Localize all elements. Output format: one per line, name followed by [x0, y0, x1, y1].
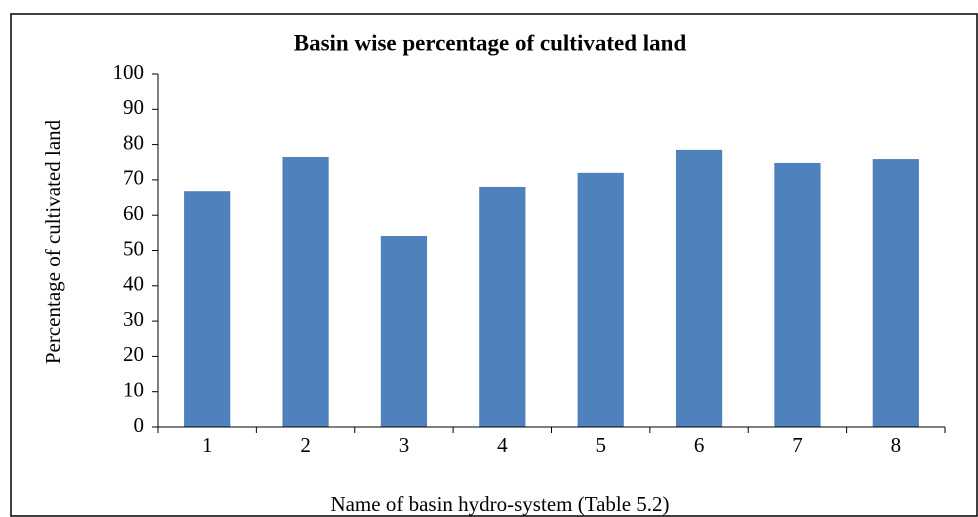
y-tick-label: 10 — [123, 378, 144, 402]
x-tick-label: 3 — [399, 433, 410, 457]
bar — [577, 172, 624, 427]
y-tick-label: 30 — [123, 307, 144, 331]
y-tick-label: 100 — [113, 60, 145, 84]
bar — [675, 149, 723, 427]
bar — [380, 236, 428, 427]
y-tick-label: 60 — [123, 201, 144, 225]
x-tick-label: 6 — [694, 433, 705, 457]
x-axis-label: Name of basin hydro-system (Table 5.2) — [330, 492, 669, 516]
y-axis-label: Percentage of cultivated land — [41, 119, 65, 364]
y-tick-label: 20 — [123, 342, 144, 366]
x-tick-label: 2 — [300, 433, 311, 457]
y-tick-label: 90 — [123, 95, 144, 119]
y-tick-label: 40 — [123, 272, 144, 296]
bar — [774, 162, 821, 427]
x-tick-label: 5 — [595, 433, 606, 457]
y-tick-label: 70 — [123, 166, 144, 190]
y-tick-label: 50 — [123, 236, 144, 260]
y-tick-label: 0 — [134, 413, 145, 437]
bar — [282, 156, 329, 427]
chart-frame — [10, 13, 978, 517]
bar — [184, 191, 231, 427]
x-tick-label: 7 — [792, 433, 803, 457]
chart-title: Basin wise percentage of cultivated land — [294, 30, 687, 55]
x-tick-label: 8 — [891, 433, 902, 457]
bar — [872, 159, 919, 427]
y-tick-label: 80 — [123, 130, 144, 154]
x-tick-label: 4 — [497, 433, 508, 457]
bar — [479, 186, 526, 427]
x-tick-label: 1 — [202, 433, 213, 457]
